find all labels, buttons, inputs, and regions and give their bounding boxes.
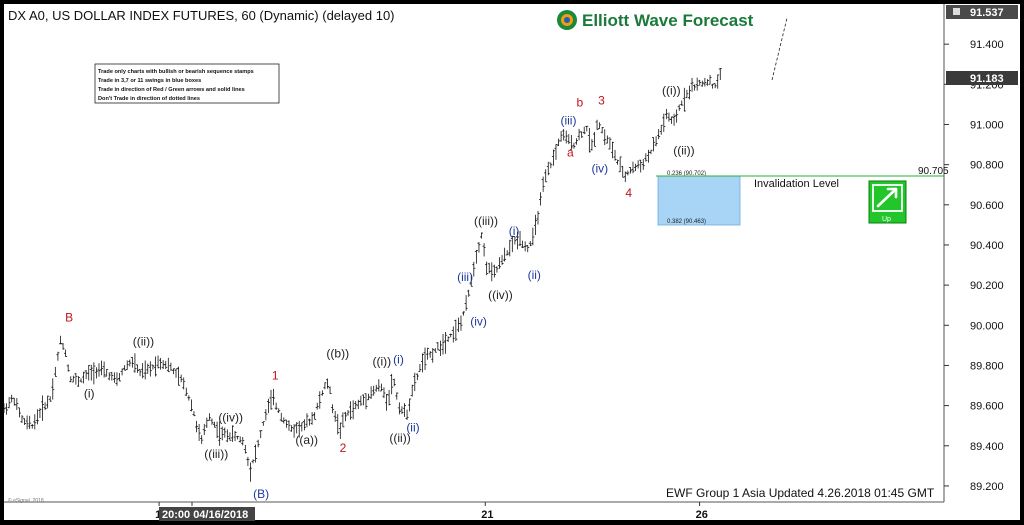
y-tick-label: 89.200 <box>970 481 1004 493</box>
blue-box <box>657 175 741 226</box>
rules-line-1: Trade only charts with bullish or bearis… <box>98 69 254 75</box>
brand-logo: Elliott Wave Forecast <box>557 10 754 30</box>
wave-label: b <box>576 95 583 109</box>
copyright-text: © eSignal, 2018 <box>8 497 44 504</box>
up-stamp-label: Up <box>882 216 891 223</box>
y-tick-label: 89.400 <box>970 441 1004 453</box>
wave-label: (ii) <box>406 421 419 435</box>
y-tick-label: 89.800 <box>970 360 1004 372</box>
price-bars <box>2 68 722 482</box>
rules-line-4: Don't Trade in direction of dotted lines <box>98 96 200 102</box>
wave-label: (iii) <box>457 270 473 284</box>
wave-label: ((iv)) <box>488 288 513 302</box>
x-tick-label: 20:00 04/16/2018 <box>162 509 248 521</box>
y-axis-panel <box>944 4 1020 502</box>
wave-label: 3 <box>598 93 605 107</box>
projection-dashed-line <box>771 17 788 81</box>
wave-label: (i) <box>84 387 95 401</box>
rules-line-3: Trade in direction of Red / Green arrows… <box>98 87 245 93</box>
invalidation-level: Invalidation Level 90.705 <box>656 166 949 190</box>
top-price-badge: 91.537 <box>946 5 1018 19</box>
invalidation-price: 90.705 <box>918 166 949 177</box>
wave-label: ((i)) <box>662 83 681 97</box>
chart-title: DX A0, US DOLLAR INDEX FUTURES, 60 (Dyna… <box>8 8 395 23</box>
y-tick-label: 90.800 <box>970 160 1004 172</box>
x-tick-label: 26 <box>696 509 708 521</box>
wave-labels: B ((ii)) (i) ((iv)) ((iii)) (B) 1 ((a)) ((b)) 2 ((… <box>65 83 695 501</box>
y-tick-label: 90.600 <box>970 200 1004 212</box>
trading-rules-box: Trade only charts with bullish or bearis… <box>94 63 280 104</box>
x-axis-ticks: 1 20:00 04/16/2018 21 26 <box>155 502 708 521</box>
current-price-value: 91.183 <box>970 73 1004 85</box>
wave-label: ((ii)) <box>389 431 410 445</box>
wave-label: ((b)) <box>326 346 349 360</box>
logo-text: Elliott Wave Forecast <box>582 11 754 30</box>
blue-box-area: 0.236 (90.702) 0.382 (90.463) <box>657 171 741 226</box>
wave-label: ((iii)) <box>204 447 228 461</box>
wave-label: (iv) <box>470 314 487 328</box>
wave-label: ((ii)) <box>133 334 154 348</box>
blue-box-bottom-label: 0.382 (90.463) <box>667 219 706 225</box>
x-cursor-badge <box>159 507 255 521</box>
up-stamp: Up <box>868 180 907 224</box>
y-tick-label: 89.600 <box>970 401 1004 413</box>
y-tick-label: 90.000 <box>970 320 1004 332</box>
wave-label: (iv) <box>592 162 609 176</box>
wave-label: (ii) <box>528 268 541 282</box>
wave-label: (i) <box>393 352 404 366</box>
up-arrow-icon <box>876 187 898 208</box>
y-tick-label: 91.000 <box>970 119 1004 131</box>
wave-label: ((iv)) <box>218 411 243 425</box>
wave-label: (i) <box>509 224 520 238</box>
update-footer: EWF Group 1 Asia Updated 4.26.2018 01:45… <box>666 486 935 500</box>
x-axis-panel <box>4 502 1020 520</box>
wave-label: ((i)) <box>372 354 391 368</box>
wave-label: 4 <box>625 186 632 200</box>
wave-label: ((a)) <box>295 433 318 447</box>
x-tick-label: 21 <box>481 509 493 521</box>
x-tick-label: 1 <box>155 509 161 521</box>
wave-label: ((iii)) <box>474 214 498 228</box>
y-tick-label: 91.400 <box>970 39 1004 51</box>
y-tick-label: 90.200 <box>970 280 1004 292</box>
wave-label: a <box>567 146 574 160</box>
y-tick-label: 90.400 <box>970 240 1004 252</box>
rules-line-2: Trade in 3,7 or 11 swings in blue boxes <box>98 78 201 84</box>
wave-label: (B) <box>253 487 269 501</box>
wave-label: 1 <box>272 369 279 383</box>
blue-box-top-label: 0.236 (90.702) <box>667 171 706 177</box>
current-price-badge: 91.183 <box>946 71 1018 85</box>
wave-label: (iii) <box>560 113 576 127</box>
wave-label: ((ii)) <box>673 144 694 158</box>
invalidation-label: Invalidation Level <box>754 178 839 190</box>
wave-label: 2 <box>340 441 347 455</box>
wave-label: B <box>65 310 73 324</box>
top-price-value: 91.537 <box>970 7 1004 19</box>
